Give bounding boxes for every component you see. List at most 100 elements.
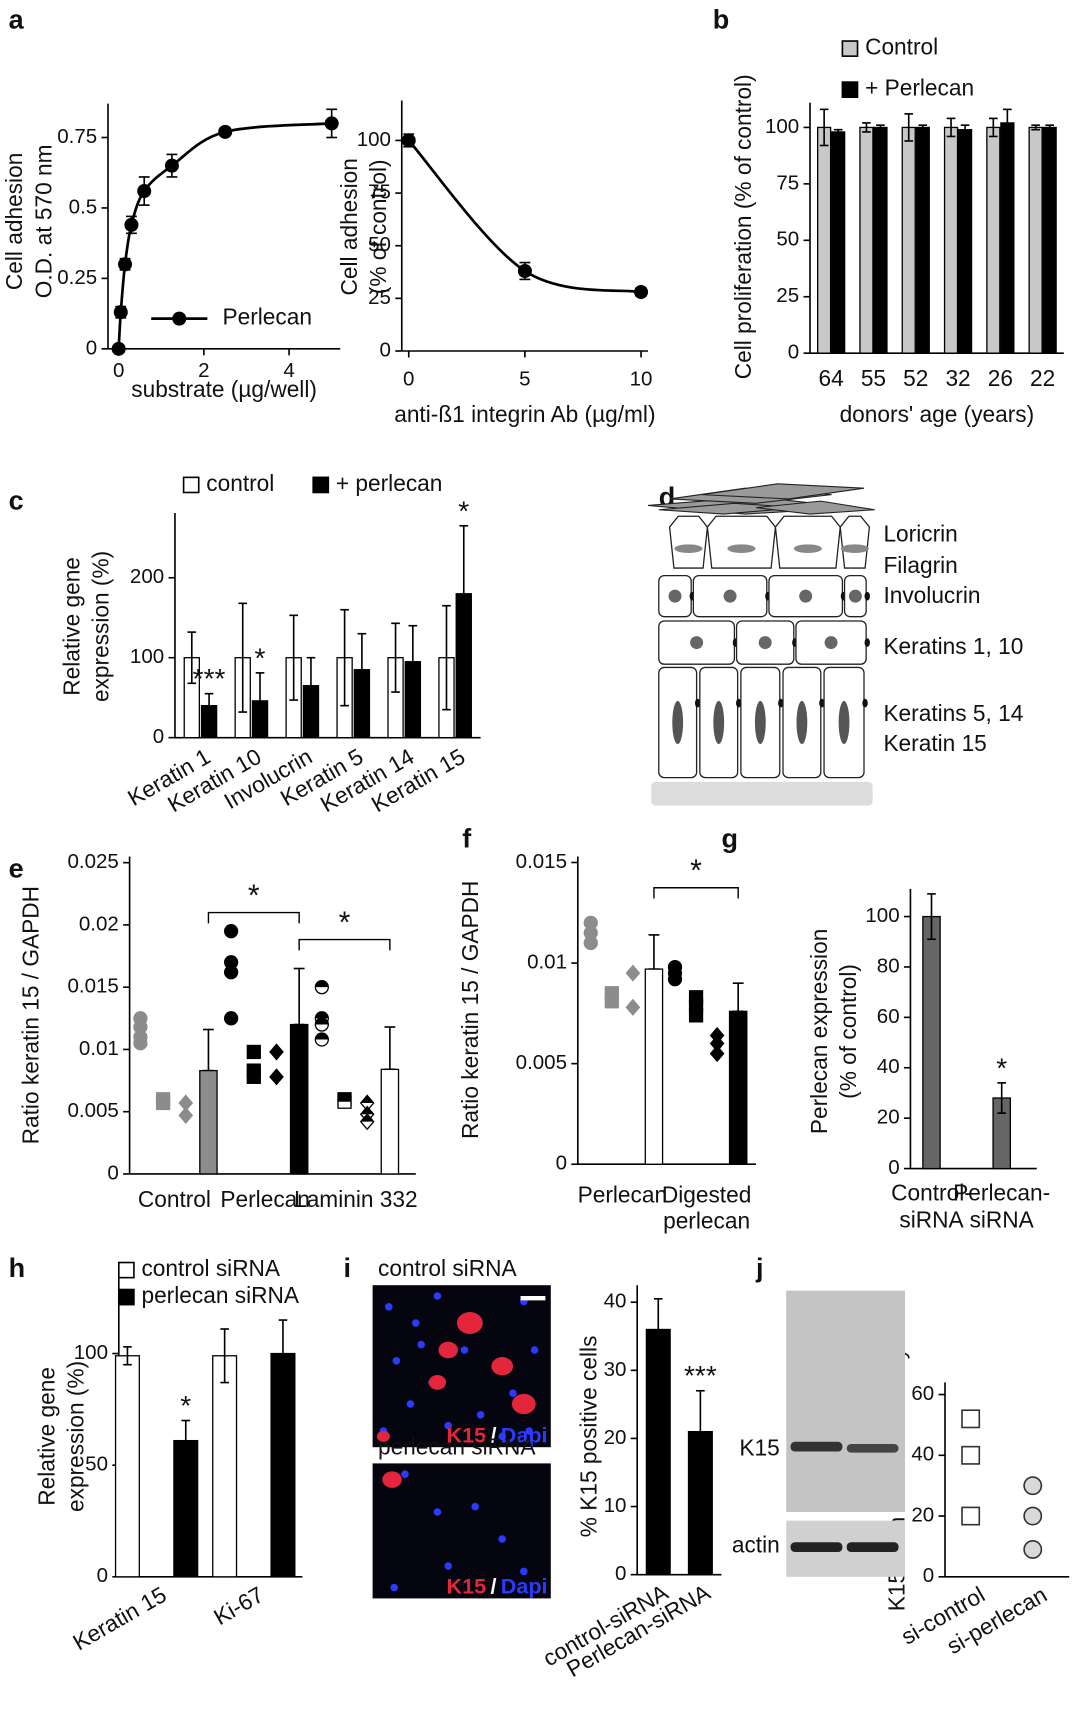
- legend-label: + Perlecan: [865, 75, 974, 101]
- layer-label: Loricrin: [883, 521, 957, 547]
- y-tick-label: 40: [911, 1443, 934, 1466]
- nucleus: [476, 1411, 485, 1419]
- y-tick-label: 0: [380, 338, 391, 361]
- panel-letter: b: [713, 5, 730, 35]
- marker: [625, 998, 641, 1016]
- x-tick-label-line: Perlecan-: [953, 1179, 1050, 1205]
- blot-label: actin: [732, 1532, 780, 1558]
- marker: [359, 1113, 375, 1131]
- y-tick-label: 200: [130, 565, 164, 588]
- marker-half: [360, 1114, 374, 1122]
- y-tick-label: 0.015: [516, 850, 567, 873]
- corneocyte: [755, 500, 875, 515]
- error-bar: [442, 604, 451, 711]
- nucleus: [498, 1432, 506, 1441]
- significance: *: [690, 855, 702, 888]
- k15-cell: [438, 1341, 458, 1359]
- x-axis-label: donors' age (years): [840, 401, 1035, 427]
- error-bar: [306, 656, 316, 715]
- bar: [986, 126, 1001, 354]
- legend-swatch: [117, 1261, 135, 1279]
- y-tick-label: 0: [888, 1156, 899, 1179]
- nucleus: [723, 589, 737, 603]
- y-tick-label: 60: [877, 1005, 900, 1028]
- marker: [133, 1036, 148, 1051]
- marker: [314, 1032, 329, 1047]
- significance: *: [180, 1390, 191, 1421]
- x-tick-label: 2: [198, 359, 209, 382]
- nucleus: [433, 1508, 442, 1516]
- panel-letter: c: [9, 485, 24, 515]
- nucleus: [417, 1340, 425, 1349]
- x-tick-label: Control-siRNA: [891, 1179, 972, 1232]
- corneocyte: [701, 483, 865, 500]
- error-bar: [833, 128, 843, 136]
- significance: *: [248, 879, 260, 912]
- nucleus: [824, 636, 838, 650]
- marker-half: [315, 1033, 329, 1040]
- nucleus: [530, 1346, 539, 1354]
- k15-cell: [491, 1357, 513, 1376]
- x-tick-label-line: siRNA: [970, 1206, 1035, 1232]
- error-bar: [904, 113, 914, 142]
- marker: [709, 1045, 725, 1063]
- y-tick-label: 50: [776, 228, 799, 251]
- marker: [961, 1506, 981, 1526]
- marker: [111, 341, 126, 356]
- marker: [634, 285, 649, 300]
- x-tick-label: 26: [988, 365, 1013, 391]
- nucleus: [390, 1583, 398, 1592]
- legend-label: control siRNA: [141, 1255, 280, 1281]
- x-tick-label: 4: [283, 359, 294, 382]
- x-tick-label: Ki-67: [209, 1581, 268, 1630]
- y-tick-label: 40: [604, 1290, 627, 1313]
- legend-label: Control: [865, 34, 938, 60]
- nucleus: [471, 1502, 479, 1511]
- layer-label: Keratins 1, 10: [883, 633, 1023, 659]
- y-tick-label: 0.75: [57, 125, 97, 148]
- nucleus: [672, 700, 684, 745]
- y-tick-label: 0: [153, 725, 164, 748]
- bar: [1042, 126, 1057, 354]
- bar: [1000, 122, 1015, 354]
- bar: [114, 1355, 140, 1578]
- nucleus: [433, 1292, 442, 1300]
- marker: [223, 1011, 239, 1026]
- nucleus: [509, 1389, 517, 1397]
- y-axis-label: expression (%): [88, 551, 114, 702]
- error-bar: [187, 631, 197, 685]
- significance: ***: [684, 1360, 717, 1391]
- marker: [961, 1445, 981, 1465]
- error-bar: [1045, 124, 1054, 131]
- y-tick-label: 0: [86, 336, 97, 359]
- stain-label: K15/Dapi: [446, 1422, 547, 1447]
- marker: [337, 1094, 352, 1109]
- error-bar: [648, 934, 660, 970]
- y-tick-label: 0.015: [67, 975, 118, 998]
- y-tick-label: 30: [604, 1358, 627, 1381]
- y-tick-label: 25: [776, 284, 799, 307]
- panel-letter: g: [721, 823, 738, 853]
- marker: [164, 158, 179, 173]
- marker: [269, 1043, 284, 1061]
- significance: *: [458, 495, 469, 526]
- k15-cell: [382, 1471, 402, 1488]
- nucleus: [444, 1562, 452, 1570]
- marker: [246, 1044, 261, 1060]
- bar: [873, 126, 888, 354]
- granule: [840, 544, 869, 553]
- y-axis-label: O.D. at 570 nm: [30, 145, 56, 299]
- marker: [583, 935, 598, 951]
- y-tick-label: 0: [788, 341, 799, 364]
- y-tick-label: 100: [865, 904, 899, 927]
- group-label: Perlecan: [220, 1186, 309, 1212]
- nucleus: [525, 1427, 533, 1435]
- error-bar: [204, 692, 214, 719]
- bracket: [298, 938, 391, 951]
- bar: [957, 129, 973, 354]
- error-bar: [278, 1319, 288, 1388]
- legend-label: Perlecan: [222, 304, 311, 330]
- panel-letter: a: [9, 5, 25, 35]
- error-bar: [340, 608, 349, 707]
- y-tick-label: 20: [877, 1106, 900, 1129]
